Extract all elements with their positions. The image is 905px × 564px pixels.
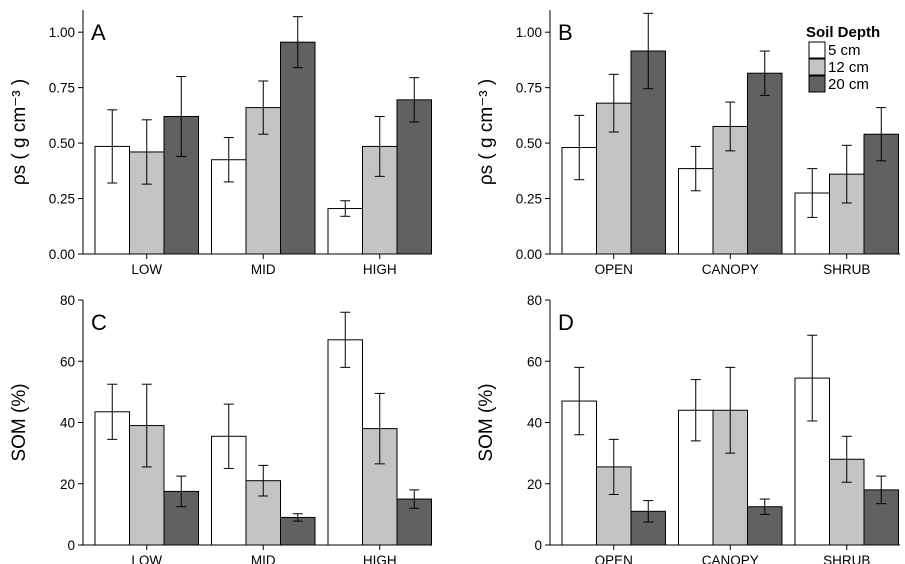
legend-swatch <box>808 41 826 59</box>
panel-label: A <box>91 20 106 45</box>
bar <box>280 516 316 546</box>
bar <box>396 99 432 255</box>
y-tick-label: 0.00 <box>49 247 75 262</box>
bar <box>327 339 363 546</box>
y-tick-label: 80 <box>527 293 542 308</box>
x-tick-label: MID <box>251 262 276 277</box>
x-tick-label: OPEN <box>595 553 633 564</box>
y-tick-label: 0 <box>534 538 542 553</box>
legend-label: 5 cm <box>828 42 861 59</box>
panel-label: B <box>558 20 573 45</box>
legend-title: Soil Depth <box>806 24 880 41</box>
panel-label: D <box>558 310 574 335</box>
y-tick-label: 0.50 <box>516 136 542 151</box>
y-tick-label: 80 <box>60 293 75 308</box>
y-tick-label: 0.75 <box>516 81 542 96</box>
y-tick-label: 0.00 <box>516 247 542 262</box>
panel-d: 0 20 40 60 80 SOM (%) D OPEN CANOPY SHRUB <box>476 293 900 564</box>
y-axis-label: SOM (%) <box>476 383 497 461</box>
x-tick-label: CANOPY <box>702 262 759 277</box>
panel-b: 0.00 0.25 0.50 0.75 1.00 ρs ( g cm⁻³ ) B OPEN CA… <box>476 10 900 277</box>
y-tick-label: 40 <box>527 416 542 431</box>
y-tick-label: 60 <box>60 354 75 369</box>
y-axis-label: ρs ( g cm⁻³ ) <box>476 79 497 185</box>
legend-entry: 12 cm <box>808 58 869 76</box>
x-tick-label: CANOPY <box>702 553 759 564</box>
y-tick-label: 1.00 <box>516 25 542 40</box>
panel-a: 0.00 0.25 0.50 0.75 1.00 ρs ( g cm⁻³ ) A LOW MID… <box>9 10 432 277</box>
y-tick-label: 60 <box>527 354 542 369</box>
y-tick-label: 0.25 <box>516 192 542 207</box>
x-tick-label: LOW <box>131 553 162 564</box>
y-tick-label: 0 <box>67 538 75 553</box>
y-tick-label: 1.00 <box>49 25 75 40</box>
x-tick-label: SHRUB <box>823 553 870 564</box>
panels: 0.00 0.25 0.50 0.75 1.00 ρs ( g cm⁻³ ) A LOW MID… <box>9 10 900 564</box>
x-tick-label: LOW <box>131 262 162 277</box>
legend-entry: 5 cm <box>808 41 861 59</box>
y-tick-label: 0.25 <box>49 192 75 207</box>
bar <box>163 490 199 546</box>
bar <box>280 41 316 255</box>
legend-label: 20 cm <box>828 76 869 93</box>
x-tick-label: HIGH <box>363 262 397 277</box>
x-tick-label: MID <box>251 553 276 564</box>
legend-swatch <box>808 58 826 76</box>
legend-swatch <box>808 75 826 93</box>
panel-c: 0 20 40 60 80 SOM (%) C LOW MID HIGH <box>9 293 432 564</box>
x-tick-label: SHRUB <box>823 262 870 277</box>
y-axis-label: SOM (%) <box>9 383 30 461</box>
y-tick-label: 0.75 <box>49 81 75 96</box>
y-tick-label: 20 <box>60 477 75 492</box>
y-axis-label: ρs ( g cm⁻³ ) <box>9 79 30 185</box>
panel-label: C <box>91 310 107 335</box>
y-tick-label: 0.50 <box>49 136 75 151</box>
y-tick-label: 20 <box>527 477 542 492</box>
bar <box>794 377 830 546</box>
y-tick-label: 40 <box>60 416 75 431</box>
x-tick-label: OPEN <box>595 262 633 277</box>
x-tick-label: HIGH <box>363 553 397 564</box>
legend-label: 12 cm <box>828 59 869 76</box>
legend-entry: 20 cm <box>808 75 869 93</box>
bar <box>747 72 783 255</box>
